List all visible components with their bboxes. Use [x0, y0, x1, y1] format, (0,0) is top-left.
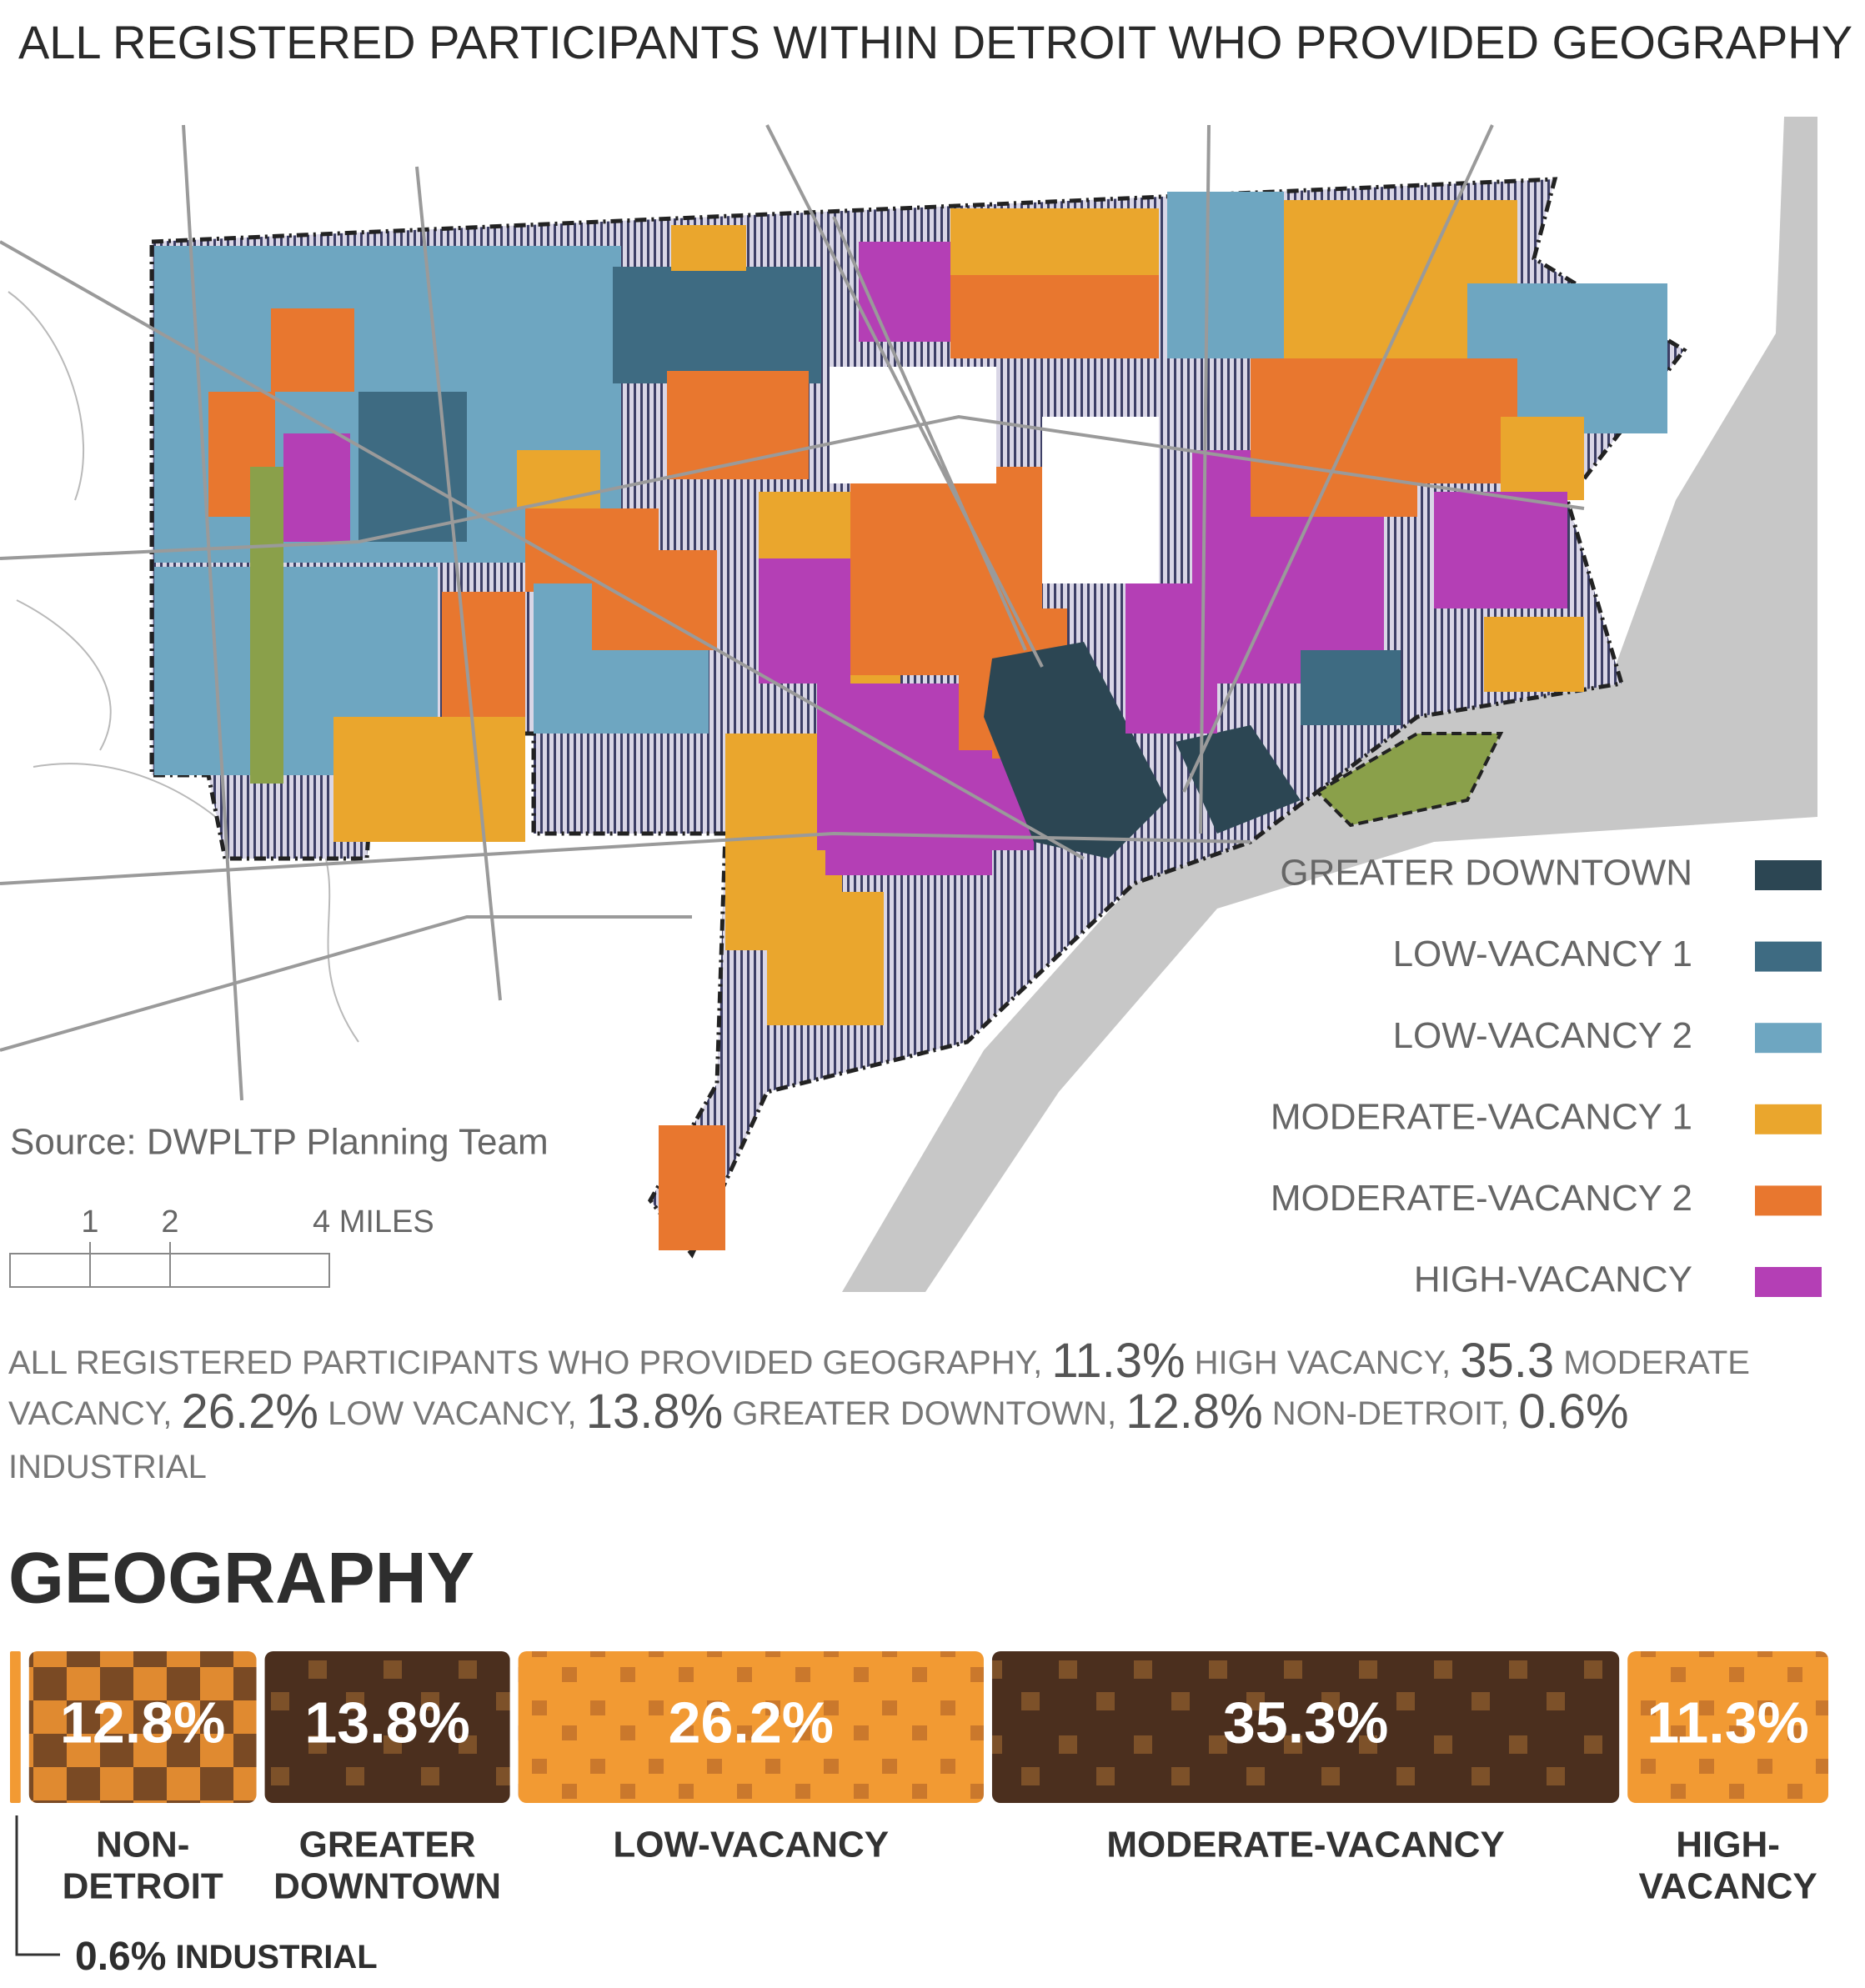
- segment-value: 35.3%: [1223, 1690, 1388, 1755]
- caption-part: HIGH VACANCY,: [1186, 1345, 1461, 1381]
- bar-segment: [10, 1651, 21, 1803]
- bar-segment: [518, 1651, 984, 1803]
- legend-swatch: [1755, 1185, 1822, 1216]
- caption-line: ALL REGISTERED PARTICIPANTS WHO PROVIDED…: [8, 1334, 1750, 1388]
- district: [759, 558, 850, 684]
- caption-line: VACANCY, 26.2% LOW VACANCY, 13.8% GREATE…: [8, 1385, 1629, 1439]
- district: [1434, 492, 1567, 608]
- segment-label: DOWNTOWN: [273, 1866, 501, 1907]
- district: [984, 642, 1167, 859]
- segment-label-space: [166, 1939, 175, 1975]
- caption-part: GREATER DOWNTOWN,: [723, 1395, 1126, 1432]
- section-heading: GEOGRAPHY: [8, 1539, 474, 1619]
- district: [659, 1125, 725, 1250]
- map: [0, 117, 1817, 1292]
- legend-label: LOW-VACANCY 2: [1393, 1015, 1692, 1056]
- caption-part: 35.3: [1460, 1334, 1554, 1388]
- segment-value: 26.2%: [669, 1690, 834, 1755]
- segment-value: 0.6%: [75, 1935, 166, 1979]
- caption-part: 13.8%: [586, 1385, 723, 1439]
- creek: [8, 291, 359, 1043]
- segment-label: HIGH-: [1676, 1825, 1780, 1865]
- caption-part-end: INDUSTRIAL: [8, 1449, 207, 1485]
- segment-label: LOW-VACANCY: [613, 1825, 889, 1865]
- segment-label: MODERATE-VACANCY: [1106, 1825, 1504, 1865]
- district: [767, 892, 884, 1025]
- district: [271, 308, 354, 392]
- caption-part-end: VACANCY,: [8, 1395, 181, 1432]
- legend-label: MODERATE-VACANCY 2: [1271, 1178, 1692, 1219]
- segment-value: 11.3%: [1647, 1690, 1809, 1755]
- title: ALL REGISTERED PARTICIPANTS WITHIN DETRO…: [18, 16, 1852, 68]
- caption-part: 0.6%: [1518, 1385, 1628, 1439]
- geography-bar: 0.6% INDUSTRIAL 12.8% NON-DETROIT 13.8% GREA…: [10, 1651, 1828, 1979]
- caption-part: LOW VACANCY,: [318, 1395, 586, 1432]
- park: [250, 467, 283, 784]
- district: [1176, 725, 1301, 834]
- caption-part-start: MODERATE: [1554, 1345, 1750, 1381]
- district: [1501, 417, 1584, 500]
- legend-label: MODERATE-VACANCY 1: [1271, 1096, 1692, 1137]
- hole: [1042, 417, 1159, 583]
- caption-part: ALL REGISTERED PARTICIPANTS WHO PROVIDED…: [8, 1345, 1051, 1381]
- legend: GREATER DOWNTOWN LOW-VACANCY 1 LOW-VACANCY…: [1271, 853, 1822, 1300]
- legend-label: GREATER DOWNTOWN: [1280, 853, 1692, 894]
- district: [825, 750, 992, 875]
- legend-swatch: [1755, 1267, 1822, 1297]
- caption-part: NON-DETROIT,: [1263, 1395, 1519, 1432]
- scale-bar: 1 2 4 MILES: [9, 1204, 434, 1288]
- segment-label: INDUSTRIAL: [176, 1939, 378, 1975]
- legend-label: HIGH-VACANCY: [1414, 1259, 1692, 1300]
- patches: [154, 192, 1667, 1250]
- bar-segment: [1627, 1651, 1828, 1803]
- district: [950, 275, 1159, 358]
- river: [842, 117, 1817, 1292]
- scale-label: 2: [161, 1204, 178, 1239]
- source: Source: DWPLTP Planning Team: [10, 1122, 549, 1163]
- district: [1301, 650, 1401, 725]
- district: [442, 592, 525, 734]
- segment-label: VACANCY: [1638, 1866, 1817, 1907]
- district: [592, 550, 717, 650]
- legend-label: LOW-VACANCY 1: [1393, 934, 1692, 974]
- legend-swatch: [1755, 1104, 1822, 1134]
- bar-segment: [264, 1651, 510, 1803]
- district: [613, 267, 821, 383]
- district: [358, 392, 467, 542]
- district: [671, 225, 746, 271]
- legend-swatch: [1755, 941, 1822, 972]
- scale-label: 1: [81, 1204, 98, 1239]
- district: [1334, 358, 1517, 483]
- segment-label: NON-: [96, 1825, 189, 1865]
- district: [1484, 617, 1584, 692]
- legend-swatch: [1755, 1023, 1822, 1054]
- caption-part: 12.8%: [1126, 1385, 1262, 1439]
- bar-segment: [991, 1651, 1620, 1803]
- scale-label: 4 MILES: [313, 1204, 434, 1239]
- caption-part: 11.3%: [1051, 1334, 1185, 1388]
- caption-line: INDUSTRIAL: [8, 1449, 207, 1485]
- caption: ALL REGISTERED PARTICIPANTS WHO PROVIDED…: [8, 1334, 1750, 1485]
- caption-part: 26.2%: [181, 1385, 318, 1439]
- segment-label: GREATER: [299, 1825, 476, 1865]
- legend-swatch: [1755, 860, 1822, 890]
- segment-label: DETROIT: [63, 1866, 223, 1907]
- segment-note: 0.6% INDUSTRIAL: [75, 1935, 378, 1979]
- segment-value: 12.8%: [60, 1690, 225, 1755]
- bar-segment: [28, 1651, 257, 1803]
- island-park: [1314, 732, 1504, 828]
- bracket: [15, 1815, 60, 1956]
- segment-value: 13.8%: [304, 1690, 469, 1755]
- roads: [0, 124, 1585, 1101]
- district: [333, 717, 525, 842]
- district: [283, 433, 350, 542]
- district: [1167, 192, 1284, 358]
